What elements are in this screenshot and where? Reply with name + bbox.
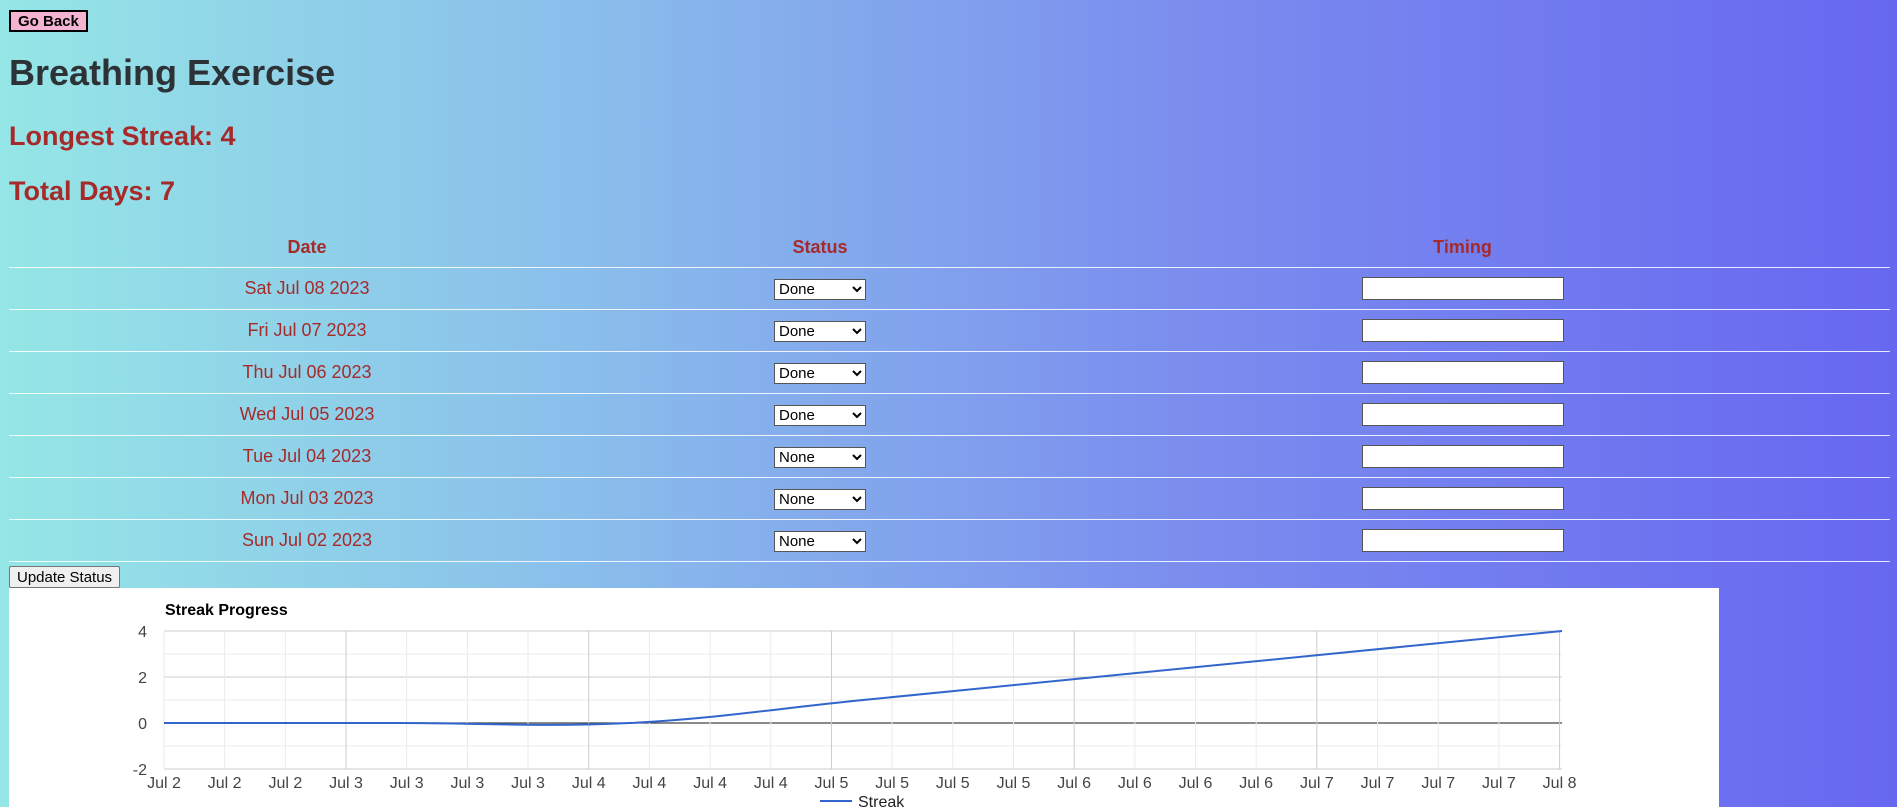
x-tick-label: Jul 5 [815, 775, 849, 792]
table-row: Fri Jul 07 2023 DoneNone [9, 309, 1890, 352]
status-select[interactable]: DoneNone [774, 362, 866, 384]
x-tick-label: Jul 6 [1057, 775, 1091, 792]
table-row: Sun Jul 02 2023 DoneNone [9, 519, 1890, 562]
status-select[interactable]: DoneNone [774, 488, 866, 510]
row-date: Wed Jul 05 2023 [9, 393, 605, 436]
total-days: Total Days: 7 [9, 176, 176, 206]
table-row: Thu Jul 06 2023 DoneNone [9, 351, 1890, 394]
row-date: Mon Jul 03 2023 [9, 477, 605, 520]
x-tick-label: Jul 7 [1361, 775, 1395, 792]
row-status-cell: DoneNone [605, 393, 1035, 436]
habit-table: Date Status Timing Sat Jul 08 2023 DoneNo… [9, 227, 1890, 562]
table-row: Wed Jul 05 2023 DoneNone [9, 393, 1890, 436]
status-select[interactable]: DoneNone [774, 320, 866, 342]
status-select[interactable]: DoneNone [774, 278, 866, 300]
x-tick-label: Jul 4 [572, 775, 606, 792]
row-status-cell: DoneNone [605, 267, 1035, 310]
row-timing-cell [1035, 477, 1890, 520]
timing-input[interactable] [1361, 277, 1564, 300]
timing-input[interactable] [1361, 487, 1564, 510]
row-date: Fri Jul 07 2023 [9, 309, 605, 352]
streak-chart-svg: Jul 2 Jul 2 Jul 2 Jul 3 Jul 3 Jul 3 Jul 3 Jul 4… [133, 602, 1577, 807]
row-timing-cell [1035, 519, 1890, 562]
x-tick-label: Jul 6 [1179, 775, 1213, 792]
row-date: Tue Jul 04 2023 [9, 435, 605, 478]
row-timing-cell [1035, 435, 1890, 478]
x-tick-label: Jul 7 [1300, 775, 1334, 792]
page-title: Breathing Exercise [9, 52, 336, 93]
y-tick-label: 0 [138, 716, 147, 733]
row-timing-cell [1035, 267, 1890, 310]
row-status-cell: DoneNone [605, 435, 1035, 478]
status-select[interactable]: DoneNone [774, 404, 866, 426]
x-tick-label: Jul 5 [875, 775, 909, 792]
x-tick-label: Jul 3 [329, 775, 363, 792]
y-tick-label: 2 [138, 670, 147, 687]
timing-input[interactable] [1361, 403, 1564, 426]
x-tick-label: Jul 5 [997, 775, 1031, 792]
x-tick-label: Jul 2 [147, 775, 181, 792]
x-tick-label: Jul 3 [390, 775, 424, 792]
x-tick-label: Jul 6 [1118, 775, 1152, 792]
y-tick-label: -2 [133, 762, 147, 779]
row-date: Thu Jul 06 2023 [9, 351, 605, 394]
chart-title: Streak Progress [165, 602, 288, 619]
table-row: Mon Jul 03 2023 DoneNone [9, 477, 1890, 520]
row-status-cell: DoneNone [605, 477, 1035, 520]
row-date: Sun Jul 02 2023 [9, 519, 605, 562]
table-row: Tue Jul 04 2023 DoneNone [9, 435, 1890, 478]
y-tick-label: 4 [138, 624, 147, 641]
row-date: Sat Jul 08 2023 [9, 267, 605, 310]
status-select[interactable]: DoneNone [774, 446, 866, 468]
row-timing-cell [1035, 393, 1890, 436]
timing-input[interactable] [1361, 361, 1564, 384]
status-select[interactable]: DoneNone [774, 530, 866, 552]
x-tick-label: Jul 4 [633, 775, 667, 792]
timing-input[interactable] [1361, 445, 1564, 468]
timing-input[interactable] [1361, 319, 1564, 342]
x-tick-label: Jul 2 [208, 775, 242, 792]
update-status-button[interactable]: Update Status [9, 566, 121, 588]
timing-input[interactable] [1361, 529, 1564, 552]
x-tick-label: Jul 8 [1543, 775, 1577, 792]
longest-streak: Longest Streak: 4 [9, 121, 236, 151]
go-back-button[interactable]: Go Back [9, 10, 88, 32]
column-header-status: Status [605, 227, 1035, 268]
row-status-cell: DoneNone [605, 309, 1035, 352]
legend-label: Streak [858, 794, 905, 807]
x-tick-label: Jul 4 [754, 775, 788, 792]
x-tick-label: Jul 7 [1482, 775, 1516, 792]
column-header-date: Date [9, 227, 605, 268]
x-tick-label: Jul 5 [936, 775, 970, 792]
x-tick-label: Jul 6 [1239, 775, 1273, 792]
row-status-cell: DoneNone [605, 351, 1035, 394]
column-header-timing: Timing [1035, 227, 1890, 268]
table-header-row: Date Status Timing [9, 227, 1890, 268]
table-row: Sat Jul 08 2023 DoneNone [9, 267, 1890, 310]
x-tick-label: Jul 4 [693, 775, 727, 792]
row-timing-cell [1035, 351, 1890, 394]
x-tick-label: Jul 2 [268, 775, 302, 792]
x-tick-label: Jul 3 [450, 775, 484, 792]
series-line-streak [164, 630, 1563, 726]
x-tick-label: Jul 3 [511, 775, 545, 792]
row-timing-cell [1035, 309, 1890, 352]
streak-chart: Jul 2 Jul 2 Jul 2 Jul 3 Jul 3 Jul 3 Jul 3 Jul 4… [9, 588, 1719, 807]
row-status-cell: DoneNone [605, 519, 1035, 562]
x-tick-label: Jul 7 [1421, 775, 1455, 792]
